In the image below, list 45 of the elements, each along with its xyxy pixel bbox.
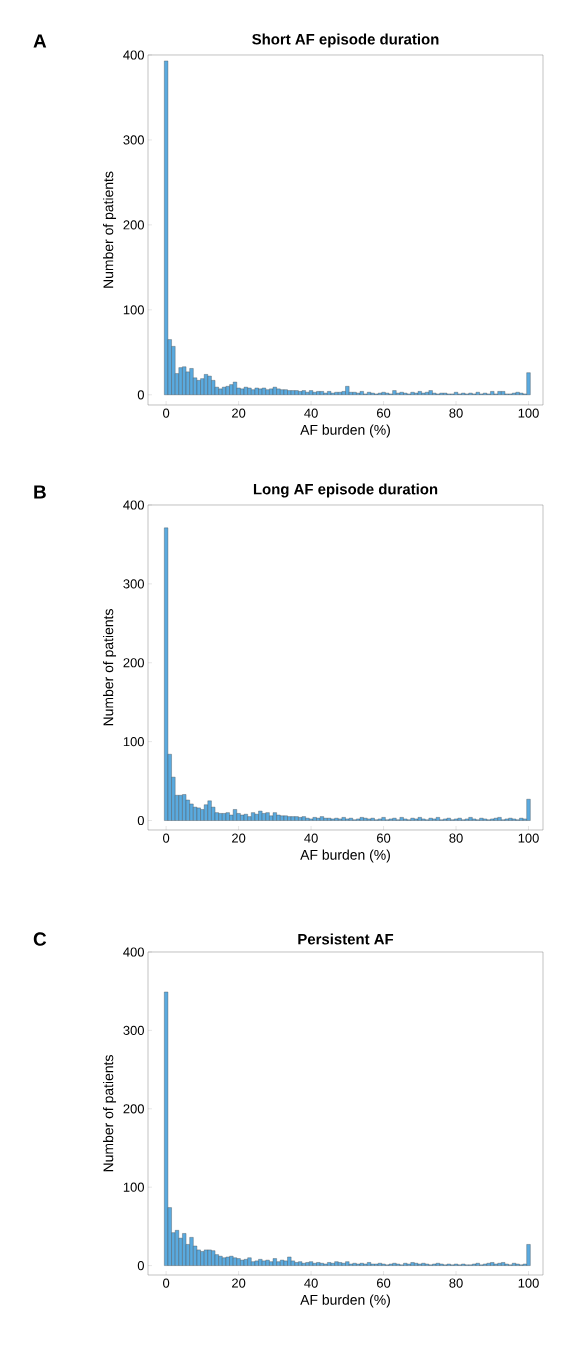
y-axis-title: Number of patients bbox=[103, 171, 117, 288]
x-axis-title: AF burden (%) bbox=[300, 424, 390, 438]
x-tick-label: 100 bbox=[518, 408, 539, 418]
chart-title: Persistent AF bbox=[298, 933, 394, 945]
chart-title: Long AF episode duration bbox=[253, 483, 438, 498]
y-tick-label: 100 bbox=[123, 1182, 144, 1192]
x-tick-label: 60 bbox=[377, 408, 391, 418]
x-tick-label: 40 bbox=[304, 1278, 318, 1288]
y-tick-label: 400 bbox=[123, 500, 144, 510]
x-tick-label: 0 bbox=[163, 408, 170, 418]
x-tick-label: 20 bbox=[232, 1278, 246, 1288]
x-tick-label: 100 bbox=[518, 833, 539, 843]
x-tick-label: 40 bbox=[304, 408, 318, 418]
x-tick-label: 60 bbox=[377, 833, 391, 843]
y-tick-label: 200 bbox=[123, 658, 144, 668]
y-tick-label: 100 bbox=[123, 737, 144, 747]
y-tick-label: 0 bbox=[137, 1261, 144, 1271]
x-tick-label: 80 bbox=[449, 1278, 463, 1288]
y-tick-label: 100 bbox=[123, 305, 144, 315]
x-tick-label: 0 bbox=[163, 833, 170, 843]
y-tick-label: 400 bbox=[123, 947, 144, 957]
y-tick-label: 300 bbox=[123, 135, 144, 145]
x-tick-label: 80 bbox=[449, 408, 463, 418]
x-axis-title: AF burden (%) bbox=[300, 849, 390, 863]
text: C bbox=[33, 932, 47, 946]
x-tick-label: 20 bbox=[232, 408, 246, 418]
x-axis-title: AF burden (%) bbox=[300, 1294, 390, 1308]
text: A bbox=[33, 34, 47, 48]
x-tick-label: 20 bbox=[232, 833, 246, 843]
x-tick-label: 80 bbox=[449, 833, 463, 843]
x-tick-label: 100 bbox=[518, 1278, 539, 1288]
x-tick-label: 60 bbox=[377, 1278, 391, 1288]
y-tick-label: 200 bbox=[123, 220, 144, 230]
text: B bbox=[34, 485, 46, 499]
y-axis-title: Number of patients bbox=[103, 609, 117, 726]
x-tick-label: 40 bbox=[304, 833, 318, 843]
y-axis-title: Number of patients bbox=[103, 1055, 117, 1172]
y-tick-label: 200 bbox=[123, 1104, 144, 1114]
y-tick-label: 0 bbox=[137, 390, 144, 400]
y-tick-label: 400 bbox=[123, 50, 144, 60]
y-tick-label: 0 bbox=[137, 815, 144, 826]
y-tick-label: 300 bbox=[123, 579, 144, 589]
y-tick-label: 300 bbox=[123, 1025, 144, 1035]
chart-title: Short AF episode duration bbox=[252, 33, 439, 48]
x-tick-label: 0 bbox=[163, 1278, 170, 1288]
